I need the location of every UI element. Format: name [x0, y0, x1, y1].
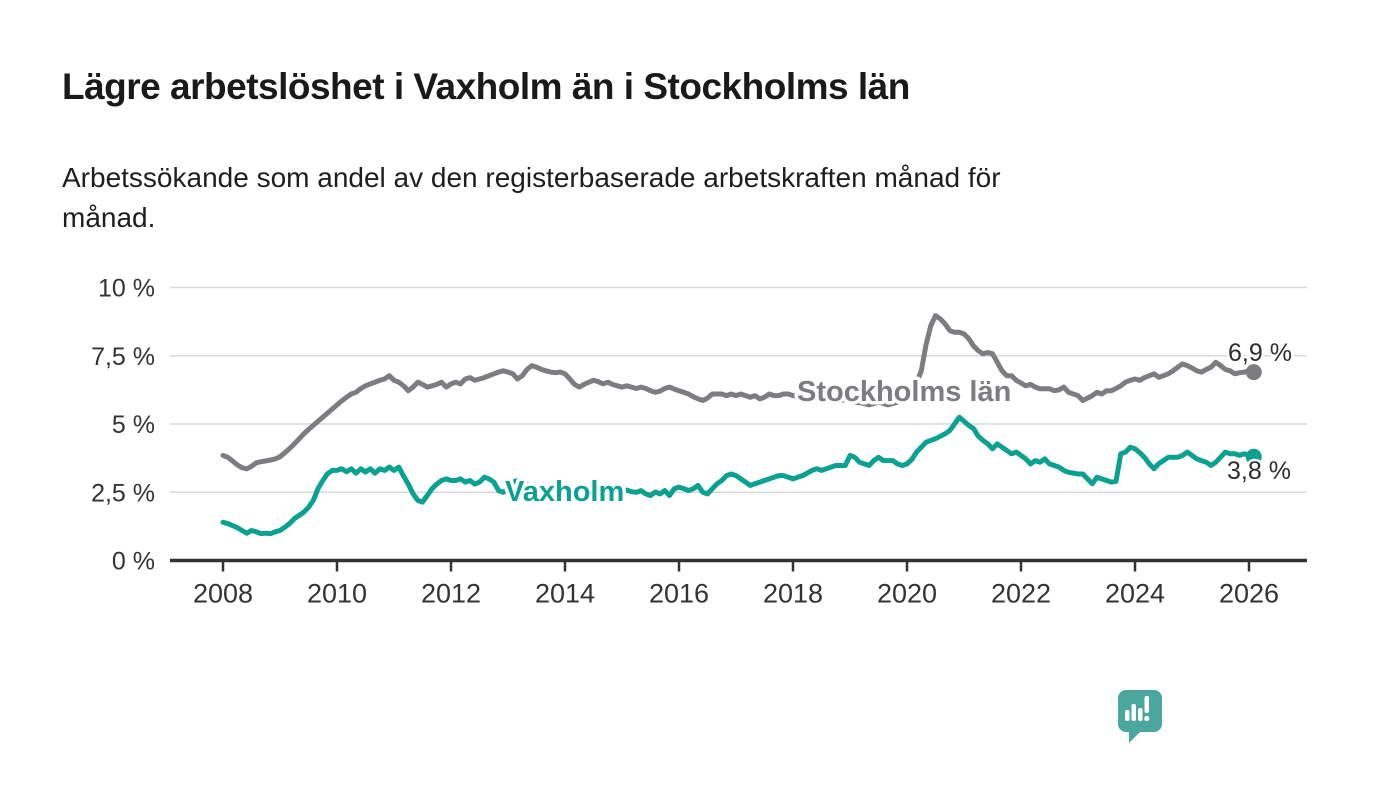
- x-tick-label: 2012: [421, 579, 481, 609]
- chart-subtitle: Arbetssökande som andel av den registerb…: [62, 162, 1001, 233]
- x-tick-label: 2010: [307, 579, 367, 609]
- x-tick-label: 2014: [535, 579, 595, 609]
- series-end-dot-vaxholm: [1245, 448, 1262, 465]
- y-tick-label: 0 %: [112, 548, 155, 576]
- series-end-dot-stockholms-lan: [1245, 364, 1262, 381]
- x-tick-label: 2026: [1219, 579, 1279, 609]
- series-label-vaxholm: Vaxholm: [505, 476, 624, 508]
- y-tick-label: 7,5 %: [91, 343, 155, 371]
- x-tick-label: 2016: [649, 579, 709, 609]
- end-value-label-stockholms-lan: 6,9 %: [1228, 339, 1292, 367]
- chart-title: Lägre arbetslöshet i Vaxholm än i Stockh…: [62, 66, 910, 107]
- series-label-stockholms-lan: Stockholms län: [797, 376, 1011, 408]
- x-tick-label: 2020: [877, 579, 937, 609]
- y-tick-label: 2,5 %: [91, 479, 155, 507]
- y-tick-label: 5 %: [112, 411, 155, 439]
- series-labels: Stockholms län Vaxholm 6,9 % 3,8 %: [502, 337, 1295, 512]
- newsworthy-logo: Newsworthy: [1114, 686, 1374, 746]
- x-tick-label: 2024: [1105, 579, 1165, 609]
- end-value-label-vaxholm: 3,8 %: [1227, 457, 1291, 485]
- x-tick-label: 2008: [193, 579, 253, 609]
- x-axis: [170, 558, 1307, 572]
- series-lines: [220, 313, 1262, 537]
- series-line-vaxholm: [220, 414, 1257, 537]
- x-tick-label: 2022: [991, 579, 1051, 609]
- x-tick-label: 2018: [763, 579, 823, 609]
- y-axis-labels: 10 % 7,5 % 5 % 2,5 % 0 %: [91, 275, 155, 576]
- newsworthy-logo-icon: [1118, 690, 1162, 743]
- x-axis-labels: 2008 2010 2012 2014 2016 2018 2020 2022 2024 2026: [193, 579, 1279, 609]
- y-tick-label: 10 %: [98, 275, 155, 303]
- bar-chart-glyph: [1125, 696, 1150, 722]
- gridlines: [170, 286, 1307, 494]
- series-line-stockholms-lan: [220, 313, 1257, 472]
